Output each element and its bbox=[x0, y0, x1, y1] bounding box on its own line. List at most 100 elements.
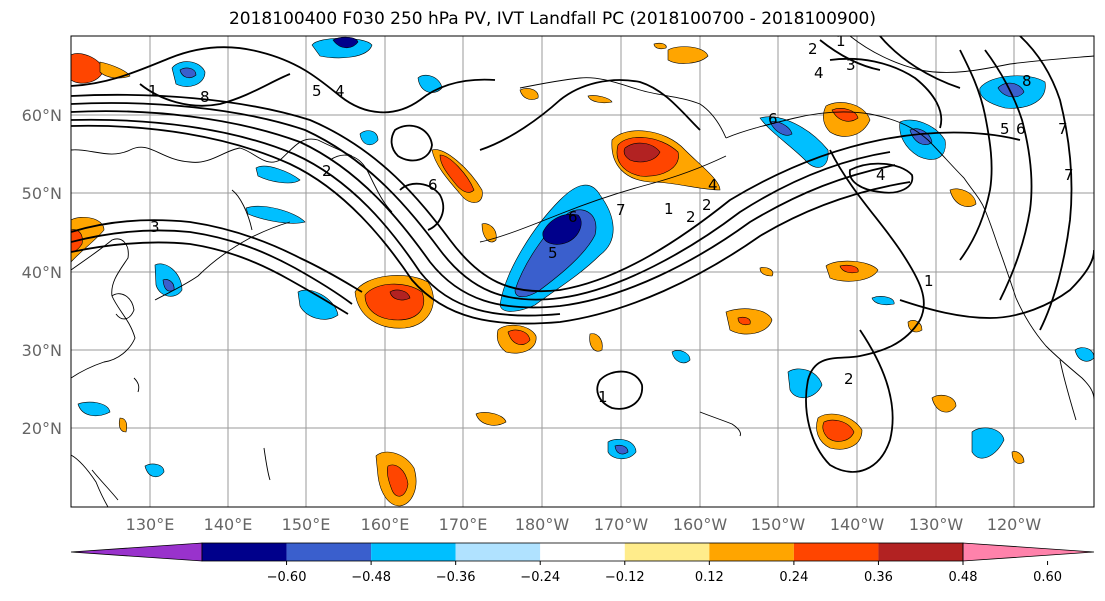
pv-positive-blob-main-dark bbox=[389, 289, 411, 301]
lat-label-20n: 20°N bbox=[22, 419, 62, 438]
pv-positive-blob-i-core bbox=[839, 264, 859, 274]
colorbar-tick-label: 0.36 bbox=[864, 570, 893, 585]
pv-negative-blob-l bbox=[971, 427, 1005, 459]
colorbar-tick-label: −0.60 bbox=[267, 570, 307, 585]
colorbar: −0.60 −0.48 −0.36 −0.24 −0.12 0.12 0.24 0.36 0.4… bbox=[70, 542, 1095, 585]
lon-label: 180°W bbox=[515, 515, 570, 534]
coastline-hawaii bbox=[699, 411, 741, 437]
colorbar-segment bbox=[540, 543, 625, 561]
colorbar-segment bbox=[202, 543, 287, 561]
coastline-baja bbox=[1059, 359, 1077, 421]
contour-label: 5 bbox=[312, 82, 322, 100]
contour-label: 1 bbox=[836, 32, 846, 50]
pv-negative-blob-c bbox=[255, 165, 301, 184]
contour-east-ridge-2 bbox=[984, 49, 1033, 301]
lon-label: 120°W bbox=[987, 515, 1042, 534]
contour-jet-7 bbox=[71, 229, 353, 305]
lon-label: 140°W bbox=[830, 515, 885, 534]
lon-label: 170°E bbox=[439, 515, 488, 534]
contour-label: 4 bbox=[876, 166, 886, 184]
pv-positive-blob-q bbox=[1011, 451, 1025, 464]
contour-label: 3 bbox=[846, 56, 856, 74]
pv-positive-blob-x bbox=[653, 42, 667, 50]
pv-negative-blob-q bbox=[1074, 347, 1094, 362]
pv-positive-blob-b-dark bbox=[623, 142, 661, 163]
lon-label: 170°W bbox=[594, 515, 649, 534]
colorbar-segment bbox=[709, 543, 794, 561]
contour-pacific-loop bbox=[596, 370, 643, 410]
colorbar-tick-label: 0.24 bbox=[779, 570, 808, 585]
contour-siberia-loop bbox=[390, 124, 433, 162]
coastline-islands-west bbox=[91, 377, 271, 501]
pv-positive-blob-o bbox=[475, 412, 507, 426]
coastline-sakhalin bbox=[231, 189, 253, 231]
contour-central-north bbox=[479, 79, 701, 151]
pv-positive-blob-v bbox=[587, 95, 613, 104]
pv-positive-blob-p bbox=[949, 188, 977, 207]
pv-positive-blob-e-core bbox=[386, 464, 409, 497]
lat-label-40n: 40°N bbox=[22, 263, 62, 282]
contour-label: 7 bbox=[616, 201, 626, 219]
pv-negative-blob-k bbox=[787, 368, 823, 398]
pv-positive-blob-m bbox=[931, 394, 957, 413]
lat-label-30n: 30°N bbox=[22, 341, 62, 360]
pv-positive-blob-h-core bbox=[737, 316, 751, 326]
pv-negative-blob-o bbox=[144, 463, 165, 478]
pv-negative-blob-m-core bbox=[614, 444, 629, 455]
contour-north-2 bbox=[139, 73, 291, 107]
colorbar-extend-high bbox=[962, 542, 1095, 562]
contour-labels: 1 8 5 4 2 6 3 6 5 7 1 2 2 4 6 4 1 2 1 2 … bbox=[148, 32, 1074, 406]
colorbar-segment bbox=[624, 543, 710, 561]
colorbar-tick-label: 0.48 bbox=[949, 570, 978, 585]
lon-label: 150°E bbox=[282, 515, 331, 534]
coastline-kamchatka bbox=[329, 154, 393, 213]
coastline-asia-north bbox=[71, 138, 353, 163]
colorbar-segment bbox=[371, 543, 456, 561]
negative-pv-shading bbox=[77, 36, 1094, 478]
contour-east-trough bbox=[805, 149, 925, 473]
contour-east-ridge-3 bbox=[1019, 36, 1073, 331]
pv-positive-blob-c-core bbox=[439, 154, 475, 193]
pv-positive-blob-j bbox=[667, 46, 709, 64]
coastline-us-west bbox=[997, 245, 1094, 401]
contour-north-1 bbox=[71, 46, 496, 114]
pv-negative-blob-b bbox=[359, 130, 379, 146]
contour-label: 1 bbox=[148, 82, 158, 100]
contour-jet-3 bbox=[71, 110, 896, 309]
contour-label: 7 bbox=[1058, 120, 1068, 138]
coastline-japan bbox=[154, 221, 291, 301]
contour-label: 8 bbox=[1022, 72, 1032, 90]
lon-label: 160°E bbox=[361, 515, 410, 534]
contour-jet-4 bbox=[71, 118, 561, 317]
lon-label: 130°W bbox=[909, 515, 964, 534]
pv-positive-blob-s bbox=[481, 223, 497, 243]
contour-label: 5 bbox=[1000, 120, 1010, 138]
contour-jet-1 bbox=[71, 93, 1021, 293]
colorbar-tick-label: −0.48 bbox=[351, 570, 391, 585]
colorbar-tick-label: 0.60 bbox=[1033, 570, 1062, 585]
contour-label: 7 bbox=[1064, 166, 1074, 184]
pv-positive-blob-u bbox=[519, 88, 539, 100]
contour-label: 4 bbox=[814, 64, 824, 82]
colorbar-segment bbox=[878, 543, 963, 561]
colorbar-tick-label: −0.36 bbox=[436, 570, 476, 585]
contour-label: 2 bbox=[686, 208, 696, 226]
pv-negative-blob-d bbox=[245, 205, 306, 224]
pv-positive-blob-main-core bbox=[364, 283, 424, 321]
map-frame bbox=[70, 35, 1095, 508]
contour-far-east bbox=[899, 249, 1094, 319]
contour-label: 2 bbox=[844, 370, 854, 388]
contour-jet-8 bbox=[71, 241, 349, 315]
coastline-alaska-south bbox=[725, 111, 965, 179]
longitude-labels: 130°E 140°E 150°E 160°E 170°E 180°W 170°… bbox=[126, 515, 1042, 534]
colorbar-border bbox=[201, 542, 964, 562]
pv-positive-blob-f-core bbox=[822, 419, 855, 442]
colorbar-segment bbox=[793, 543, 879, 561]
pv-negative-blob-core bbox=[542, 213, 582, 245]
coastline-aleutians bbox=[479, 155, 727, 243]
colorbar-tick-label: 0.12 bbox=[695, 570, 724, 585]
contour-label: 3 bbox=[150, 218, 160, 236]
colorbar-segment bbox=[455, 543, 541, 561]
contour-jet-5 bbox=[71, 124, 911, 325]
contour-label: 1 bbox=[924, 272, 934, 290]
